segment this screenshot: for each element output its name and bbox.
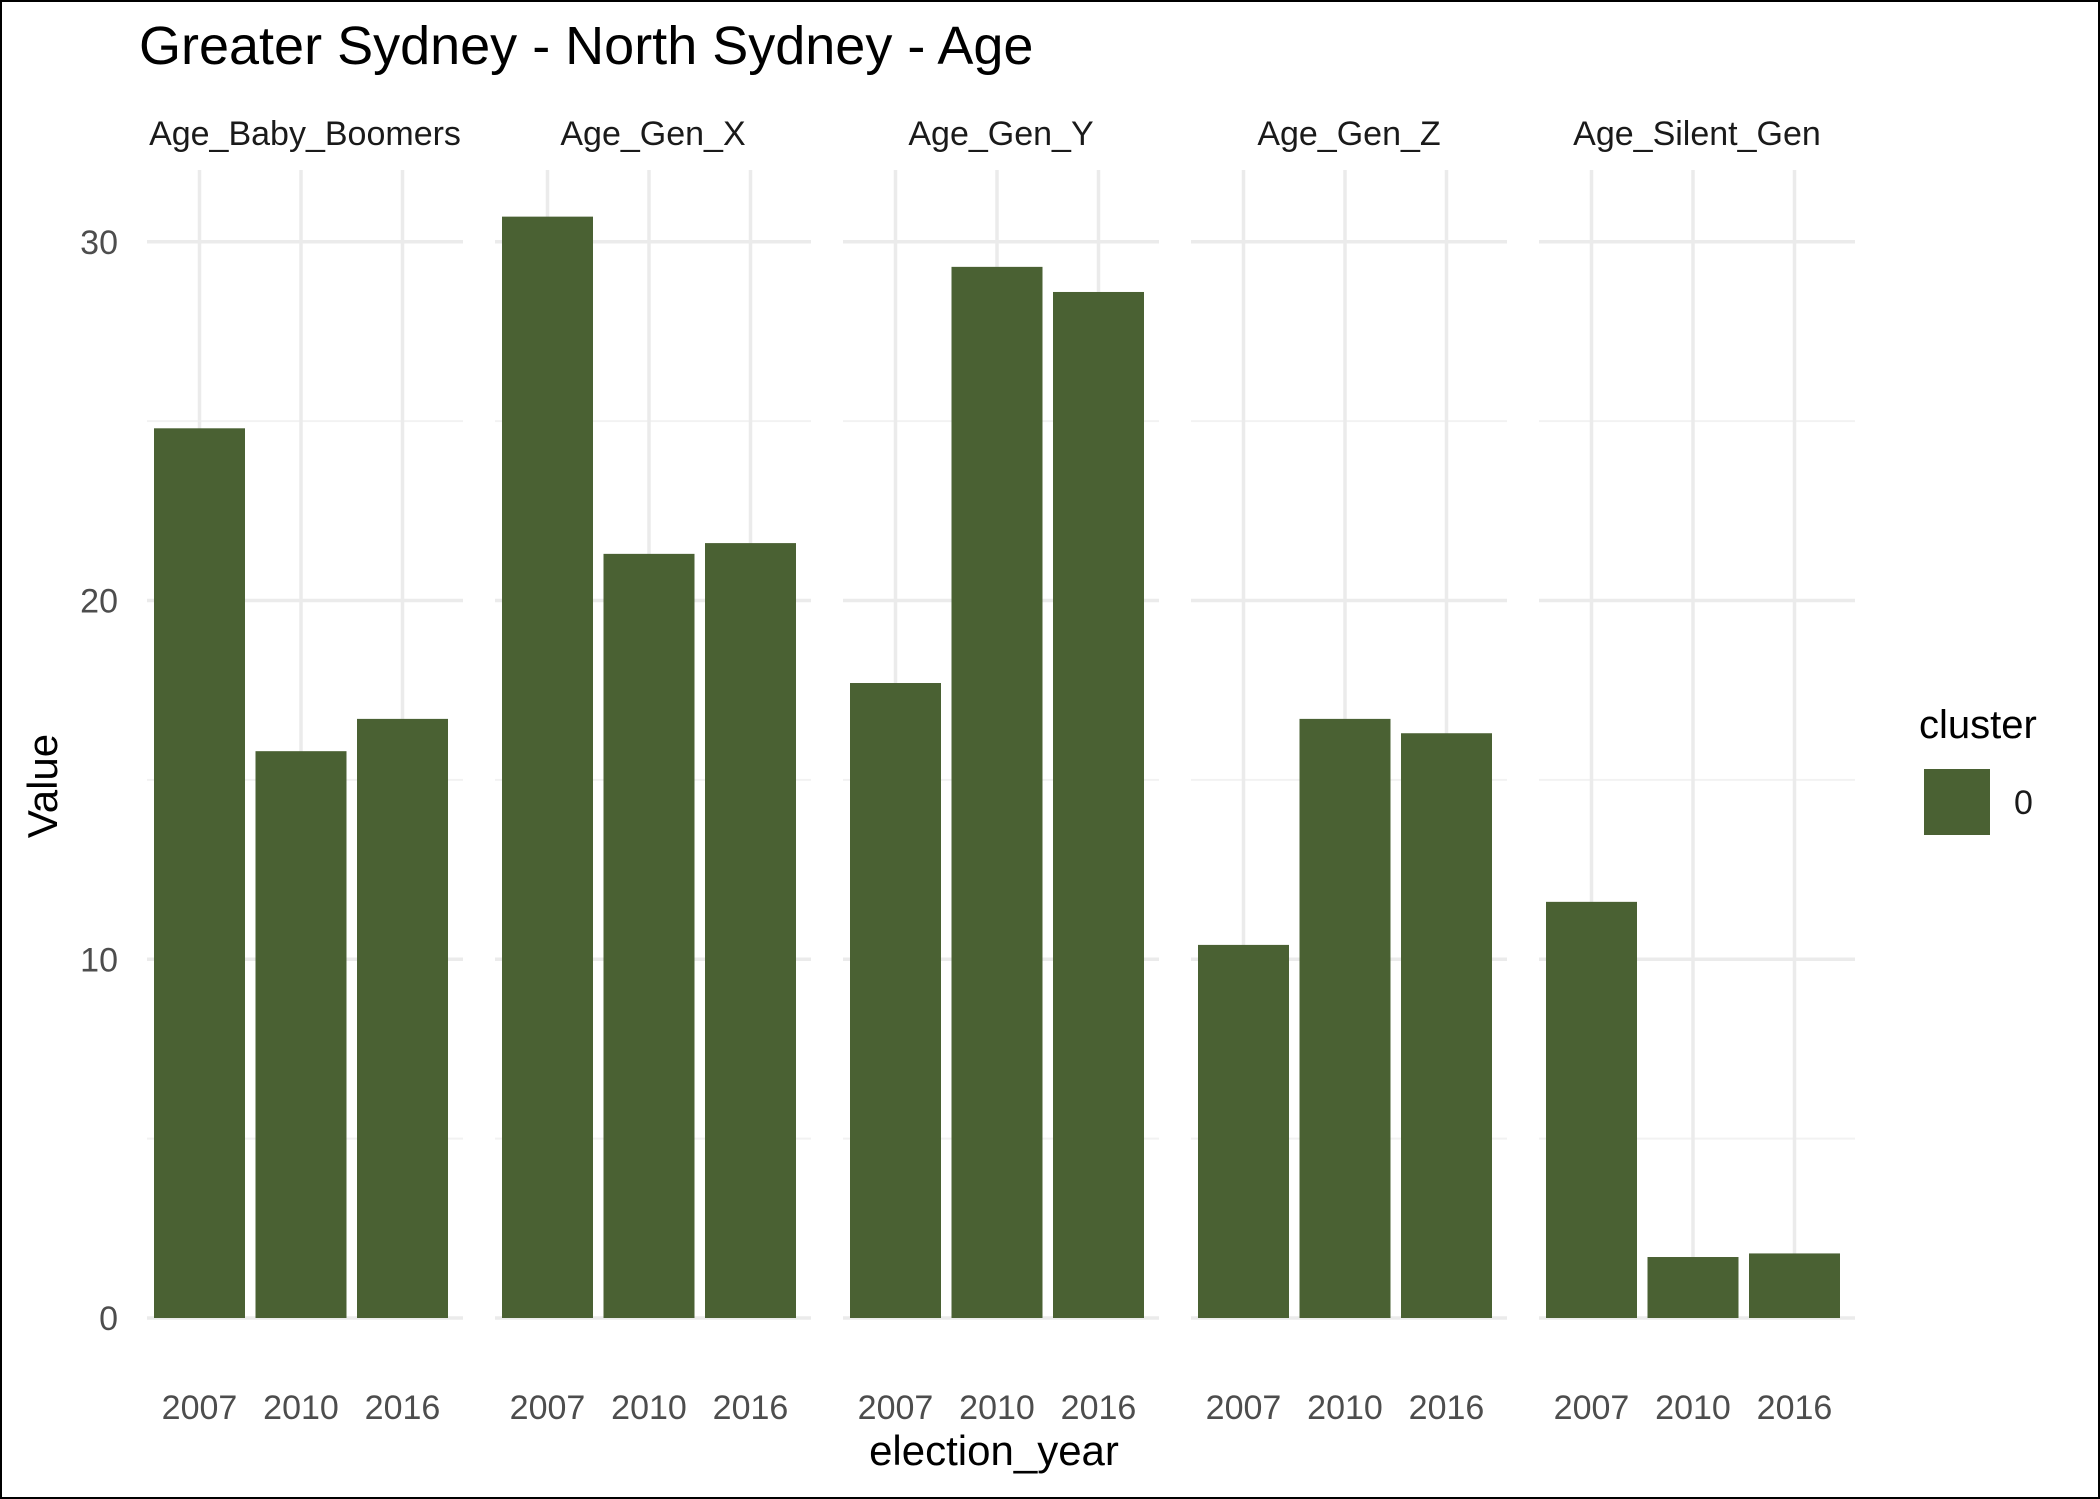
bar-Age_Gen_Z-2010: [1299, 718, 1391, 1318]
bar-Age_Silent_Gen-2010: [1647, 1257, 1739, 1318]
facet-strip-label: Age_Gen_X: [560, 115, 745, 153]
facet-strip-label: Age_Silent_Gen: [1573, 115, 1821, 153]
x-tick-label: 2007: [1554, 1389, 1630, 1427]
facet-strip-label: Age_Gen_Y: [908, 115, 1093, 153]
bar-Age_Gen_Y-2010: [951, 266, 1043, 1318]
facet-panel: Age_Gen_X 2007 2010 2016: [495, 115, 811, 1427]
facet-panels: Age_Baby_Boomers 2007 2010 2016 Age_Gen_X 200…: [147, 115, 1855, 1427]
facet-panel: Age_Silent_Gen 2007 2010 2016: [1539, 115, 1855, 1427]
bar-Age_Baby_Boomers-2016: [357, 718, 448, 1318]
y-axis: 0 10 20 30: [80, 224, 118, 1338]
y-tick-label: 10: [80, 941, 118, 979]
bar-Age_Gen_Z-2016: [1401, 733, 1492, 1318]
bar-Age_Gen_X-2016: [705, 543, 796, 1318]
x-tick-label: 2010: [611, 1389, 687, 1427]
x-tick-label: 2007: [858, 1389, 934, 1427]
x-tick-label: 2010: [263, 1389, 339, 1427]
facet-strip-label: Age_Gen_Z: [1257, 115, 1440, 153]
x-tick-label: 2016: [365, 1389, 441, 1427]
legend: cluster 0: [1919, 703, 2037, 835]
bar-Age_Gen_Y-2016: [1053, 291, 1144, 1319]
bar-Age_Silent_Gen-2016: [1749, 1253, 1840, 1318]
x-tick-label: 2007: [1206, 1389, 1282, 1427]
x-tick-label: 2007: [162, 1389, 238, 1427]
x-tick-label: 2010: [959, 1389, 1035, 1427]
x-tick-label: 2016: [1409, 1389, 1485, 1427]
bar-Age_Gen_X-2010: [603, 553, 695, 1318]
bar-Age_Gen_X-2007: [502, 216, 593, 1319]
legend-key-swatch: [1924, 769, 1990, 835]
bar-Age_Baby_Boomers-2010: [255, 751, 347, 1318]
x-tick-label: 2016: [1061, 1389, 1137, 1427]
facet-panel: Age_Baby_Boomers 2007 2010 2016: [147, 115, 463, 1427]
legend-label: 0: [2014, 784, 2033, 822]
bar-Age_Gen_Z-2007: [1198, 944, 1289, 1318]
x-tick-label: 2007: [510, 1389, 586, 1427]
facet-strip-label: Age_Baby_Boomers: [149, 115, 461, 153]
chart-title: Greater Sydney - North Sydney - Age: [139, 16, 1033, 76]
legend-title: cluster: [1919, 703, 2037, 747]
x-axis-title: election_year: [869, 1427, 1119, 1474]
bar-Age_Gen_Y-2007: [850, 683, 941, 1318]
x-tick-label: 2010: [1307, 1389, 1383, 1427]
x-tick-label: 2010: [1655, 1389, 1731, 1427]
facet-panel: Age_Gen_Y 2007 2010 2016: [843, 115, 1159, 1427]
facet-panel: Age_Gen_Z 2007 2010 2016: [1191, 115, 1507, 1427]
x-tick-label: 2016: [713, 1389, 789, 1427]
x-tick-label: 2016: [1757, 1389, 1833, 1427]
y-tick-label: 30: [80, 224, 118, 262]
y-tick-label: 20: [80, 583, 118, 621]
y-axis-title: Value: [19, 734, 66, 838]
bar-Age_Baby_Boomers-2007: [154, 428, 245, 1318]
bar-Age_Silent_Gen-2007: [1546, 901, 1637, 1318]
y-tick-label: 0: [99, 1300, 118, 1338]
